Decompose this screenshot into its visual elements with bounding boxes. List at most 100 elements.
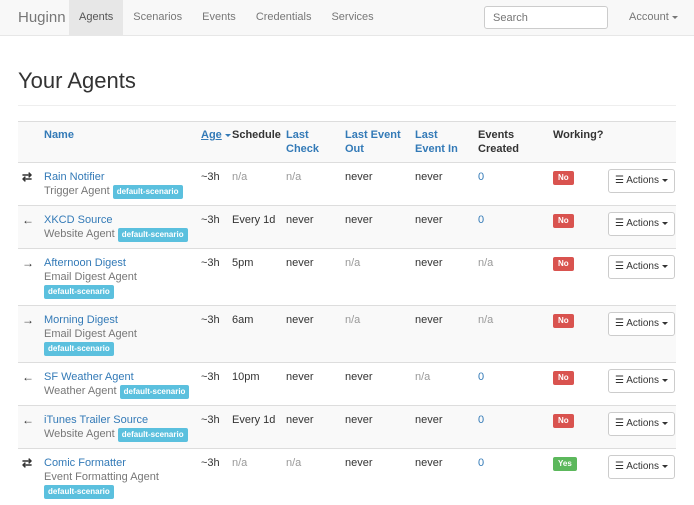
name-cell: XKCD Source Website Agent default-scenari… [40,206,197,249]
scenario-label[interactable]: default-scenario [118,228,188,242]
last-event-out-cell: n/a [341,306,411,363]
list-icon: ☰ [615,175,626,186]
last-event-out-cell: never [341,406,411,449]
scenario-label[interactable]: default-scenario [120,385,190,399]
agent-type: Event Formatting Agent [44,471,159,483]
agent-name-link[interactable]: iTunes Trailer Source [44,414,148,426]
scenario-label[interactable]: default-scenario [113,185,183,199]
brand-logo[interactable]: Huginn [18,9,66,26]
events-created-link[interactable]: 0 [478,171,484,183]
agent-name-link[interactable]: Comic Formatter [44,457,126,469]
agent-name-link[interactable]: Afternoon Digest [44,257,126,269]
nav-events[interactable]: Events [192,0,246,35]
nav-links: Agents Scenarios Events Credentials Serv… [69,0,384,35]
schedule-cell: 6am [228,306,282,363]
actions-cell: ☰ Actions [604,406,676,449]
events-created: n/a [478,257,493,269]
events-created-cell: n/a [474,306,549,363]
last-check-cell: n/a [282,449,341,505]
scenario-label[interactable]: default-scenario [44,342,114,356]
sort-desc-icon [225,134,231,137]
events-created-link[interactable]: 0 [478,457,484,469]
events-created: n/a [478,314,493,326]
icon-cell: ← [18,206,40,249]
actions-button[interactable]: ☰ Actions [608,455,675,479]
events-created-link[interactable]: 0 [478,214,484,226]
events-created-cell: 0 [474,449,549,505]
actions-button[interactable]: ☰ Actions [608,169,675,193]
header-name[interactable]: Name [40,122,197,163]
arrow-left-icon: ← [22,413,34,427]
events-created-link[interactable]: 0 [478,371,484,383]
age-cell: ~3h [197,363,228,406]
working-status-badge: No [553,171,574,185]
last-event-out-cell: n/a [341,249,411,306]
agent-type: Trigger Agent [44,185,110,197]
last-event-in-cell: n/a [411,363,474,406]
page-title: Your Agents [18,68,136,94]
navbar: Huginn Agents Scenarios Events Credentia… [0,0,694,36]
actions-button[interactable]: ☰ Actions [608,369,675,393]
icon-cell: ⇄ [18,163,40,206]
scenario-label[interactable]: default-scenario [44,285,114,299]
scenario-label[interactable]: default-scenario [44,485,114,499]
search-input[interactable] [484,6,608,29]
list-icon: ☰ [615,261,626,272]
account-menu[interactable]: Account [629,11,678,23]
agent-name-link[interactable]: Rain Notifier [44,171,105,183]
caret-down-icon [662,379,668,382]
header-last-event-in[interactable]: Last Event In [411,122,474,163]
agent-name-link[interactable]: Morning Digest [44,314,118,326]
events-created-cell: 0 [474,163,549,206]
last-event-in-cell: never [411,206,474,249]
scenario-label[interactable]: default-scenario [118,428,188,442]
agent-name-link[interactable]: SF Weather Agent [44,371,134,383]
actions-cell: ☰ Actions [604,206,676,249]
last-event-in-cell: never [411,306,474,363]
age-cell: ~3h [197,206,228,249]
header-last-check[interactable]: Last Check [282,122,341,163]
working-cell: Yes [549,449,604,505]
agent-name-link[interactable]: XKCD Source [44,214,112,226]
last-check-cell: never [282,363,341,406]
list-icon: ☰ [615,418,626,429]
working-cell: No [549,406,604,449]
nav-credentials[interactable]: Credentials [246,0,322,35]
working-cell: No [549,163,604,206]
actions-button[interactable]: ☰ Actions [608,255,675,279]
actions-button[interactable]: ☰ Actions [608,412,675,436]
actions-cell: ☰ Actions [604,249,676,306]
account-label: Account [629,11,669,23]
actions-cell: ☰ Actions [604,306,676,363]
table-row: ← XKCD Source Website Agent default-scenar… [18,206,676,249]
actions-label: Actions [626,375,659,386]
actions-cell: ☰ Actions [604,163,676,206]
age-cell: ~3h [197,449,228,505]
header-last-event-out[interactable]: Last Event Out [341,122,411,163]
age-cell: ~3h [197,249,228,306]
actions-label: Actions [626,175,659,186]
nav-scenarios[interactable]: Scenarios [123,0,192,35]
caret-down-icon [662,465,668,468]
actions-label: Actions [626,218,659,229]
caret-down-icon [662,322,668,325]
actions-label: Actions [626,261,659,272]
nav-agents[interactable]: Agents [69,0,123,35]
caret-down-icon [672,16,678,19]
caret-down-icon [662,222,668,225]
actions-button[interactable]: ☰ Actions [608,312,675,336]
header-age[interactable]: Age [197,122,228,163]
schedule-cell: 5pm [228,249,282,306]
events-created-cell: n/a [474,249,549,306]
agent-type: Website Agent [44,228,115,240]
actions-button[interactable]: ☰ Actions [608,212,675,236]
nav-services[interactable]: Services [321,0,383,35]
events-created-link[interactable]: 0 [478,414,484,426]
divider [18,105,676,106]
table-row: ⇄ Rain Notifier Trigger Agent default-scen… [18,163,676,206]
